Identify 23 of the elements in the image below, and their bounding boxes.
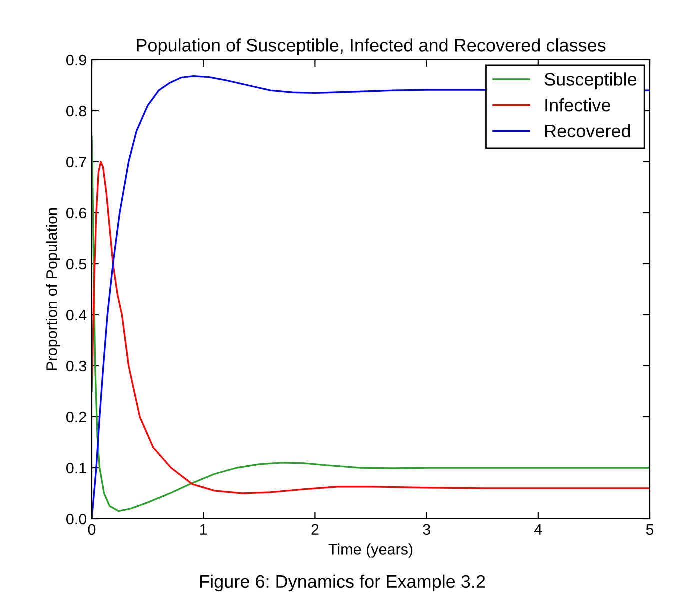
y-tick-label: 0.4 (66, 310, 87, 321)
y-tick-label: 0.0 (66, 514, 87, 525)
legend-label: Recovered (546, 124, 630, 138)
y-tick-label: 0.1 (66, 462, 86, 474)
x-tick-label: 2 (312, 524, 319, 535)
x-axis-title: Time (years) (328, 544, 413, 558)
x-tick-label: 0 (88, 524, 96, 536)
y-tick-label: 0.3 (66, 360, 86, 372)
chart-title: Population of Susceptible, Infected and Recovered classes (137, 38, 606, 56)
legend-label: Infective (546, 98, 610, 112)
y-tick-label: 0.2 (66, 412, 86, 423)
caption: Figure 6: Dynamics for Example 3.2 (200, 574, 486, 592)
x-tick-label: 5 (646, 524, 654, 536)
x-tick-label: 4 (534, 524, 542, 535)
y-tick-label: 0.7 (66, 156, 86, 168)
x-tick-label: 1 (200, 524, 208, 535)
y-axis-title: Proportion of Population (46, 208, 60, 370)
x-tick-label: 3 (423, 524, 430, 536)
y-tick-label: 0.5 (66, 258, 86, 270)
y-tick-label: 0.8 (66, 106, 86, 117)
y-tick-label: 0.9 (66, 54, 86, 66)
y-tick-label: 0.6 (66, 208, 86, 219)
legend-label: Susceptible (544, 72, 637, 90)
